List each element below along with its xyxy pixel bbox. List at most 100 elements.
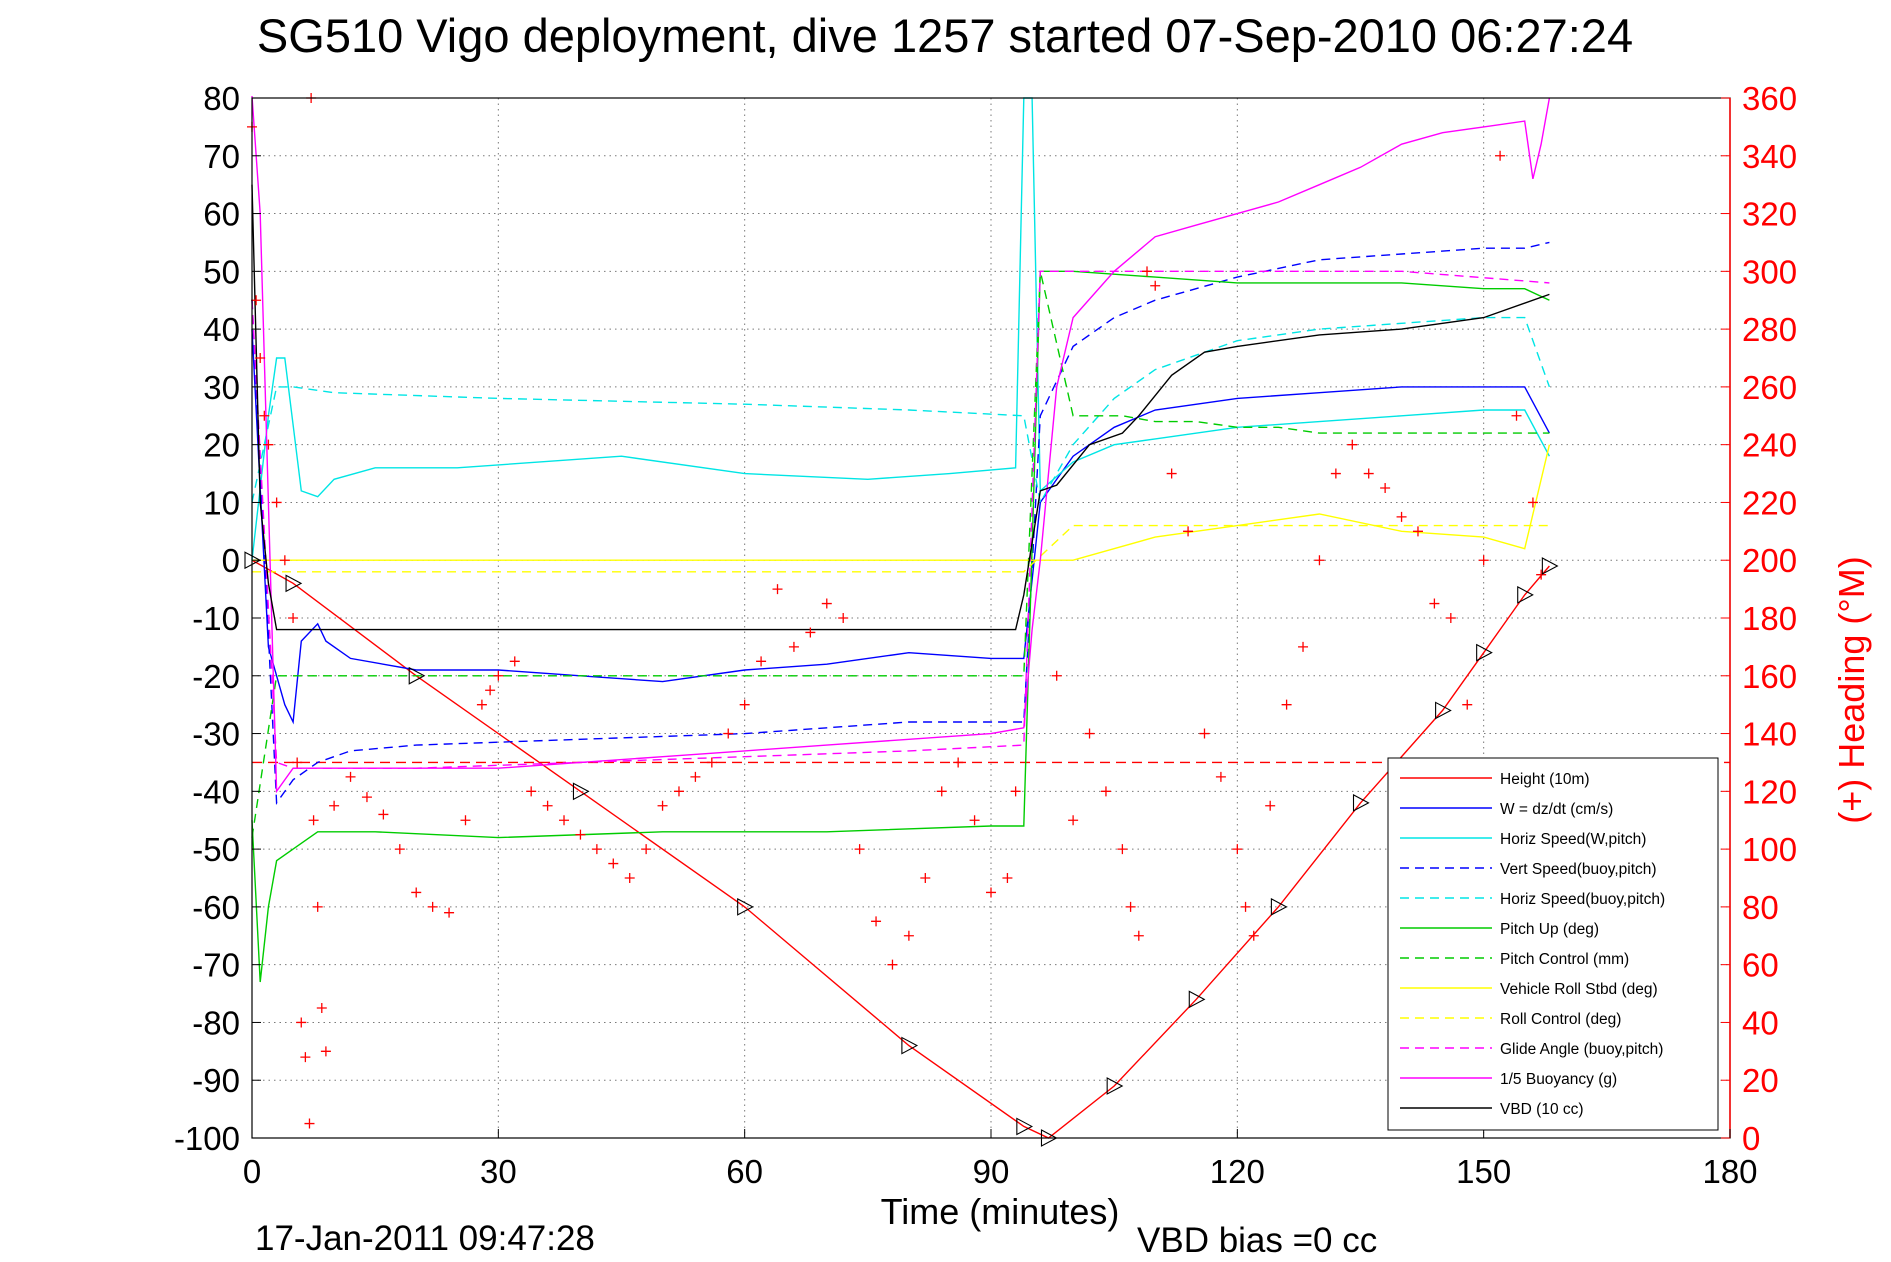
heading-marker [641, 844, 652, 855]
heading-marker [1240, 901, 1251, 912]
heading-marker [1330, 468, 1341, 479]
heading-marker [1051, 670, 1062, 681]
heading-marker [485, 685, 496, 696]
depth-triangle-marker [1476, 643, 1493, 662]
y2-tick-label: 0 [1742, 1120, 1760, 1157]
series-line-10 [251, 95, 1551, 794]
heading-marker [854, 844, 865, 855]
legend-label: Vert Speed(buoy,pitch) [1500, 861, 1657, 878]
heading-marker [624, 873, 635, 883]
y2-tick-label: 80 [1742, 889, 1779, 926]
series-line-9 [251, 270, 1550, 769]
x-tick-label: 30 [480, 1153, 517, 1190]
x-tick-label: 90 [973, 1153, 1010, 1190]
heading-marker [1166, 468, 1177, 479]
heading-marker [969, 815, 980, 826]
heading-marker [300, 1052, 311, 1063]
series-line-4 [251, 316, 1551, 505]
legend-label: 1/5 Buoyancy (g) [1500, 1071, 1617, 1088]
y2-tick-label: 180 [1742, 600, 1797, 637]
y2-tick-label: 200 [1742, 542, 1797, 579]
legend-label: Horiz Speed(W,pitch) [1500, 831, 1646, 848]
y2-tick-label: 100 [1742, 831, 1797, 868]
y2-tick-label: 60 [1742, 947, 1779, 984]
depth-triangle-marker [737, 897, 754, 916]
y-tick-label: 10 [203, 484, 240, 521]
heading-marker [1133, 930, 1144, 941]
depth-triangle-marker [1352, 793, 1370, 812]
legend-label: VBD (10 cc) [1500, 1101, 1584, 1118]
heading-marker [427, 901, 438, 912]
heading-marker [251, 295, 262, 306]
y-tick-label: -10 [192, 600, 240, 637]
heading-marker [838, 613, 849, 623]
heading-marker [542, 800, 553, 811]
heading-marker [460, 815, 471, 826]
heading-marker [1100, 786, 1111, 797]
heading-marker [316, 1003, 327, 1013]
heading-marker [772, 584, 783, 595]
y2-tick-label: 360 [1742, 80, 1797, 117]
y2-tick-label: 140 [1742, 716, 1797, 753]
heading-marker [1429, 598, 1440, 609]
y-tick-label: -70 [192, 947, 240, 984]
heading-marker [263, 439, 274, 450]
heading-marker [723, 728, 734, 739]
heading-marker [1495, 150, 1506, 161]
heading-marker [805, 627, 816, 638]
legend-label: Horiz Speed(buoy,pitch) [1500, 891, 1665, 908]
heading-marker [739, 699, 750, 710]
heading-marker [378, 809, 389, 820]
depth-triangle-marker [1016, 1117, 1034, 1136]
heading-marker [1010, 786, 1021, 797]
legend-label: Pitch Control (mm) [1500, 951, 1629, 968]
left-axis: 80 70 60 50 40 30 20 10 0 -10 -20 -30 -40 -50 -60 -70 -8… [174, 80, 261, 1157]
heading-marker [1412, 526, 1423, 537]
heading-marker [1199, 728, 1210, 739]
heading-marker [673, 786, 684, 797]
legend-label: W = dz/dt (cm/s) [1500, 801, 1613, 818]
depth-triangle-marker [1517, 585, 1534, 604]
y2-tick-label: 20 [1742, 1062, 1779, 1099]
series-line-7 [252, 444, 1551, 561]
heading-marker [1125, 901, 1136, 912]
heading-marker [575, 829, 586, 840]
heading-marker [1478, 555, 1489, 566]
heading-marker [871, 916, 882, 927]
heading-marker [1232, 844, 1243, 855]
heading-marker [1002, 873, 1013, 883]
heading-marker [1396, 511, 1407, 522]
heading-marker [608, 858, 619, 869]
heading-marker [1117, 844, 1128, 855]
y-tick-label: -80 [192, 1004, 240, 1041]
series-line-2 [251, 97, 1551, 561]
series-line-0 [251, 559, 1550, 1139]
depth-triangle-marker [901, 1036, 919, 1055]
heading-marker [1281, 699, 1292, 710]
heading-marker [1215, 771, 1226, 782]
legend-label: Height (10m) [1500, 771, 1590, 788]
y-tick-label: -30 [192, 716, 240, 753]
heading-marker [279, 555, 290, 566]
heading-marker [1314, 555, 1325, 566]
heading-marker [1511, 410, 1522, 421]
bottom-axis: 0 30 60 90 120 150 180 [243, 1129, 1758, 1190]
heading-marker [1527, 497, 1538, 508]
heading-marker [308, 815, 319, 826]
y2-tick-label: 40 [1742, 1004, 1779, 1041]
heading-marker [1347, 439, 1358, 450]
series-line-5 [251, 270, 1550, 983]
y2-tick-label: 240 [1742, 427, 1797, 464]
y2-tick-label: 260 [1742, 369, 1797, 406]
heading-marker [509, 656, 520, 667]
depth-triangle-marker [1435, 701, 1452, 720]
footer-vbd-bias: VBD bias =0 cc [1137, 1221, 1377, 1260]
heading-marker [821, 598, 832, 609]
series-line-1 [251, 329, 1551, 725]
heading-marker [288, 613, 299, 623]
heading-marker [329, 800, 340, 811]
heading-marker [1445, 613, 1456, 623]
series-line-11 [251, 184, 1550, 631]
heading-marker [1142, 266, 1153, 277]
